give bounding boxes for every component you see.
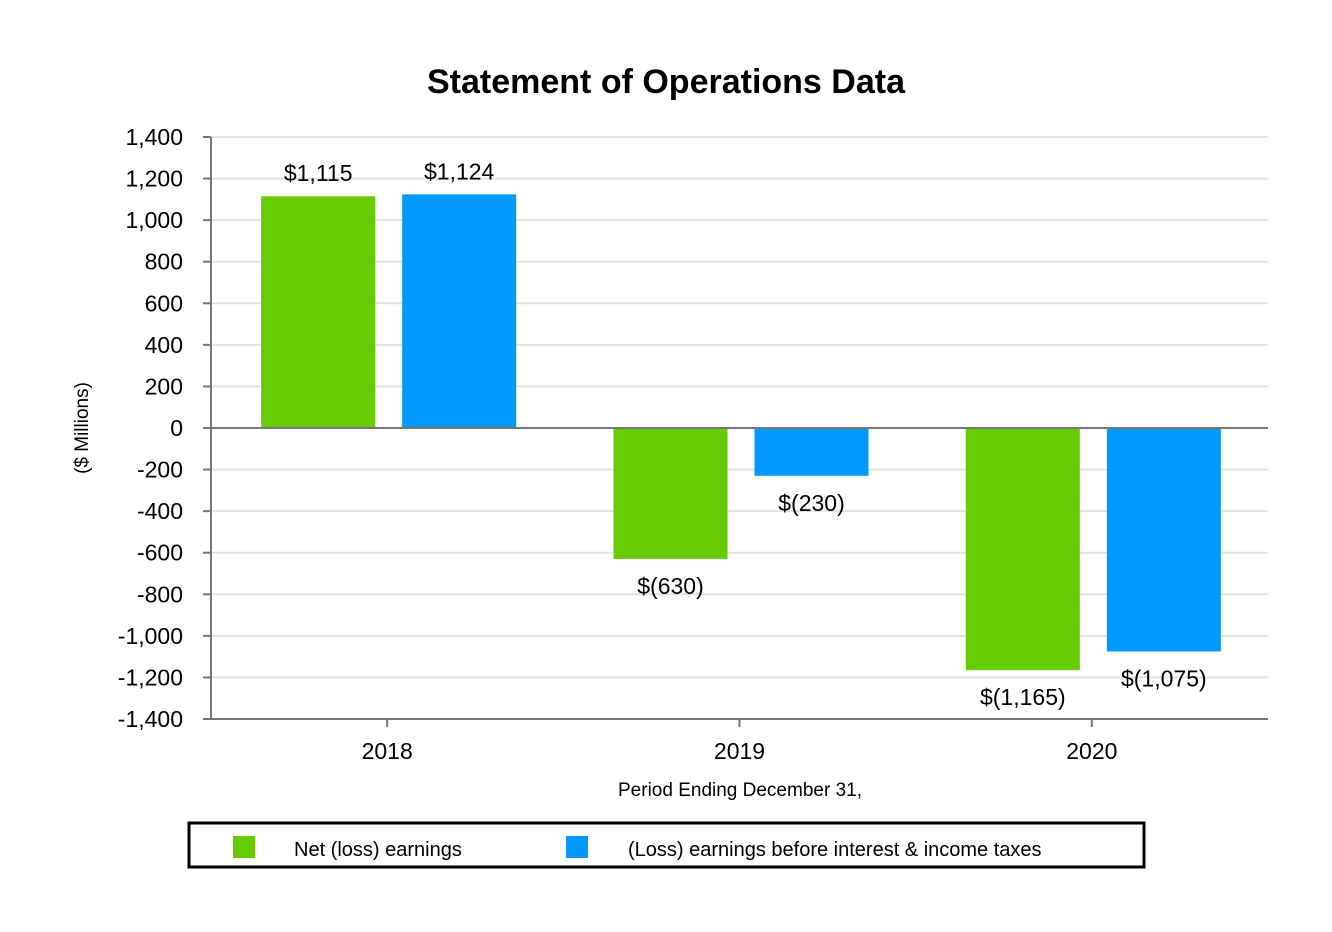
y-tick-label: -200 <box>137 457 183 483</box>
y-tick-label: 1,000 <box>125 207 183 233</box>
y-tick-label: 400 <box>145 332 183 358</box>
y-tick-labels: 1,400 1,200 1,000 800 600 400 200 0 -200 -400 -600… <box>118 124 183 732</box>
y-tick-label: -1,000 <box>118 623 183 649</box>
data-label: $(1,165) <box>980 684 1066 710</box>
data-label: $1,124 <box>424 158 495 184</box>
y-tick-label: -600 <box>137 540 183 566</box>
axes <box>203 136 1268 727</box>
gridlines <box>211 136 1268 679</box>
x-axis-label: Period Ending December 31, <box>618 780 862 801</box>
data-label: $(1,075) <box>1121 665 1207 691</box>
legend-box <box>187 821 1146 869</box>
data-label: $(630) <box>637 573 703 599</box>
legend-label-ebit: (Loss) earnings before interest & income… <box>628 839 1042 861</box>
y-tick-label: 0 <box>170 415 183 441</box>
data-labels: $1,115 $(630) $(1,165) $1,124 $(230) $(1,075) <box>284 158 1207 710</box>
y-tick-label: -1,200 <box>118 664 183 690</box>
bar-2018-series-1 <box>402 194 517 428</box>
bar-2020-series-0 <box>965 428 1080 671</box>
bar-2020-series-1 <box>1106 428 1221 652</box>
bar-2019-series-1 <box>754 428 869 476</box>
data-label: $(230) <box>778 490 844 516</box>
y-tick-label: -1,400 <box>118 706 183 732</box>
legend: Net (loss) earnings (Loss) earnings befo… <box>187 821 1146 869</box>
bar-2018-series-0 <box>261 196 376 428</box>
x-tick-labels: 2018 2019 2020 <box>362 738 1118 764</box>
data-label: $1,115 <box>284 160 353 186</box>
x-tick-label: 2019 <box>714 738 765 764</box>
legend-label-net-earnings: Net (loss) earnings <box>294 839 462 861</box>
y-tick-label: -800 <box>137 581 183 607</box>
y-tick-label: -400 <box>137 498 183 524</box>
bars <box>261 194 1221 671</box>
bar-2019-series-0 <box>613 428 728 559</box>
x-tick-label: 2018 <box>362 738 413 764</box>
y-tick-label: 600 <box>145 290 183 316</box>
legend-swatch-net-earnings <box>233 836 255 858</box>
y-tick-label: 1,200 <box>125 166 183 192</box>
legend-swatch-ebit <box>566 836 588 858</box>
y-tick-label: 200 <box>145 373 183 399</box>
chart-title: Statement of Operations Data <box>427 63 906 101</box>
y-tick-label: 800 <box>145 249 183 275</box>
y-tick-label: 1,400 <box>125 124 183 150</box>
x-tick-label: 2020 <box>1066 738 1117 764</box>
y-axis-label: ($ Millions) <box>72 382 93 474</box>
